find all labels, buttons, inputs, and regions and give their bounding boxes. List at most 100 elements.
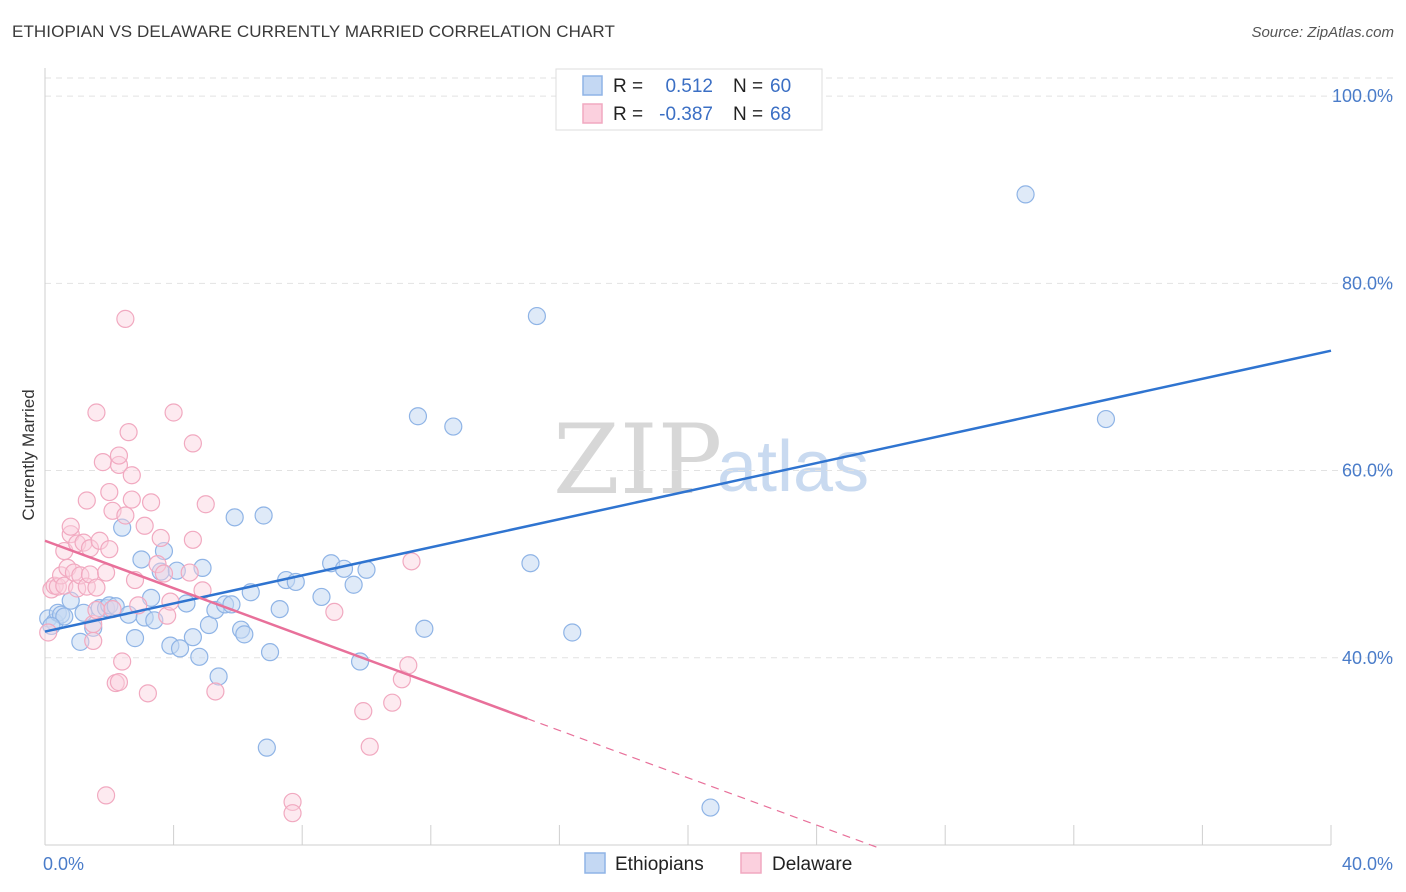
delaware-point bbox=[109, 455, 129, 475]
ethiopians-point bbox=[199, 615, 219, 635]
trend-lines bbox=[44, 349, 1332, 850]
delaware-point bbox=[180, 563, 199, 582]
delaware-point bbox=[325, 602, 344, 622]
ethiopians-point bbox=[177, 594, 196, 613]
delaware-point bbox=[93, 453, 112, 472]
delaware-point bbox=[116, 506, 135, 525]
ethiopians-points bbox=[39, 185, 1116, 817]
delaware-point bbox=[77, 491, 96, 510]
ethiopians-point bbox=[1096, 409, 1116, 429]
ethiopians-point bbox=[270, 599, 289, 619]
bottom-legend-ethiopians: Ethiopians bbox=[615, 854, 704, 875]
ethiopians-point bbox=[415, 619, 434, 638]
ethiopians-point bbox=[563, 623, 582, 642]
source-label: Source: ZipAtlas.com bbox=[1251, 24, 1394, 41]
ethiopians-point bbox=[225, 508, 244, 527]
ethiopians-point bbox=[254, 506, 273, 525]
delaware-point bbox=[138, 684, 157, 703]
delaware-points bbox=[39, 309, 421, 823]
delaware-point bbox=[119, 423, 138, 442]
delaware-point bbox=[61, 517, 80, 536]
delaware-point bbox=[183, 530, 202, 549]
delaware-point bbox=[354, 702, 373, 721]
legend-r-value-delaware: -0.387 bbox=[659, 104, 713, 125]
ethiopians-point bbox=[190, 647, 209, 666]
ethiopians-point bbox=[527, 306, 546, 326]
ethiopians-point bbox=[312, 587, 331, 607]
legend-r-value-ethiopians: 0.512 bbox=[665, 76, 713, 97]
delaware-point bbox=[196, 495, 215, 514]
ethiopians-point bbox=[71, 632, 90, 651]
ethiopians-trend-line bbox=[44, 349, 1332, 633]
bottom-legend-delaware: Delaware bbox=[772, 854, 852, 875]
bottom-legend-swatch-delaware bbox=[740, 852, 762, 874]
delaware-point bbox=[122, 466, 141, 485]
delaware-point bbox=[71, 566, 90, 585]
grid-lines bbox=[45, 77, 1393, 659]
ethiopians-point bbox=[55, 607, 74, 626]
delaware-point bbox=[87, 600, 106, 620]
watermark-zip: ZIP bbox=[553, 404, 722, 516]
correlation-legend: R = 0.512 N = 60 R = -0.387 N = 68 bbox=[555, 68, 823, 131]
delaware-point bbox=[383, 693, 402, 712]
ethiopians-point bbox=[1016, 185, 1035, 204]
ethiopians-point bbox=[183, 628, 202, 647]
delaware-point bbox=[100, 540, 119, 559]
y-tick-label: 100.0% bbox=[1332, 86, 1393, 106]
legend-r-label-ethiopians: R = bbox=[613, 76, 643, 97]
delaware-point bbox=[113, 652, 132, 671]
legend-n-value-delaware: 68 bbox=[770, 104, 791, 125]
y-axis-label: Currently Married bbox=[19, 389, 38, 520]
y-tick-label: 40.0% bbox=[1342, 648, 1393, 668]
series-legend: Ethiopians Delaware bbox=[584, 852, 852, 875]
delaware-point bbox=[158, 606, 177, 625]
axes bbox=[44, 68, 1332, 846]
y-tick-label: 60.0% bbox=[1342, 461, 1393, 481]
legend-r-label-delaware: R = bbox=[613, 104, 643, 125]
ethiopians-point bbox=[209, 667, 228, 686]
delaware-point bbox=[283, 804, 302, 823]
delaware-point bbox=[96, 786, 116, 805]
delaware-point bbox=[84, 631, 103, 651]
ethiopians-point bbox=[344, 575, 363, 594]
delaware-trend-extension bbox=[527, 718, 882, 850]
ethiopians-point bbox=[408, 407, 428, 426]
ethiopians-point bbox=[444, 417, 463, 436]
x-tick-label: 0.0% bbox=[43, 854, 84, 874]
ethiopians-point bbox=[125, 629, 145, 648]
delaware-point bbox=[109, 446, 129, 465]
chart-title: ETHIOPIAN VS DELAWARE CURRENTLY MARRIED … bbox=[12, 22, 615, 41]
delaware-point bbox=[122, 490, 141, 509]
ethiopians-point bbox=[235, 625, 254, 644]
delaware-point bbox=[87, 403, 106, 422]
delaware-point bbox=[80, 565, 100, 584]
delaware-trend-line bbox=[44, 539, 528, 720]
ethiopians-point bbox=[701, 798, 720, 817]
ethiopians-point bbox=[257, 738, 276, 757]
delaware-point bbox=[61, 525, 80, 544]
legend-swatch-delaware bbox=[582, 103, 603, 124]
delaware-point bbox=[402, 552, 421, 571]
ethiopians-point bbox=[170, 639, 190, 658]
delaware-point bbox=[183, 434, 202, 453]
delaware-point bbox=[148, 555, 167, 574]
legend-n-value-ethiopians: 60 bbox=[770, 76, 791, 97]
ethiopians-point bbox=[132, 550, 151, 569]
bottom-legend-swatch-ethiopians bbox=[584, 852, 606, 874]
ethiopians-point bbox=[260, 643, 280, 662]
delaware-point bbox=[151, 528, 170, 548]
delaware-point bbox=[100, 482, 119, 502]
ethiopians-point bbox=[521, 554, 540, 573]
delaware-point bbox=[206, 682, 225, 701]
delaware-point bbox=[154, 564, 174, 583]
delaware-point bbox=[87, 578, 106, 597]
delaware-point bbox=[399, 656, 418, 675]
delaware-point bbox=[39, 623, 58, 642]
delaware-point bbox=[116, 309, 135, 328]
x-tick-label: 40.0% bbox=[1342, 854, 1393, 874]
y-tick-label: 80.0% bbox=[1342, 273, 1393, 293]
legend-n-label-delaware: N = bbox=[733, 104, 763, 125]
delaware-point bbox=[360, 737, 379, 756]
delaware-point bbox=[141, 493, 161, 512]
